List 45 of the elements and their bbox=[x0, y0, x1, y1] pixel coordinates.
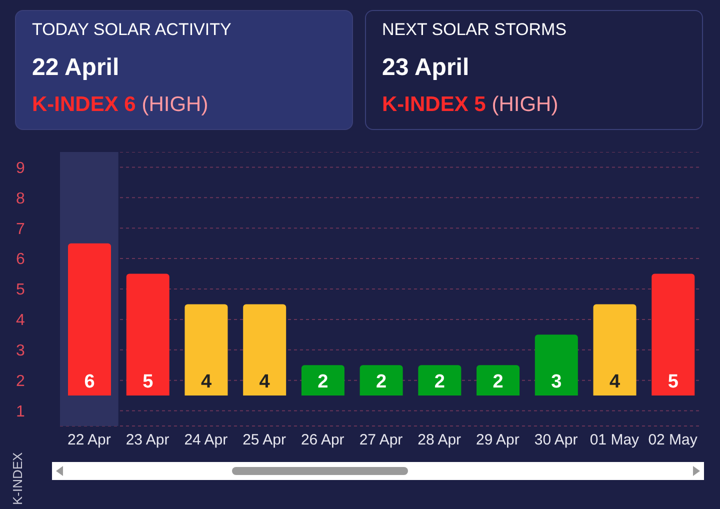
data-label: 4 bbox=[609, 372, 620, 393]
data-label: 5 bbox=[142, 372, 154, 393]
x-tick-label: 27 Apr bbox=[359, 432, 403, 449]
x-tick-label: 01 May bbox=[590, 432, 640, 449]
x-tick-label: 22 Apr bbox=[67, 432, 111, 449]
data-label: 2 bbox=[434, 372, 445, 393]
bar bbox=[652, 274, 695, 396]
y-tick-label: 9 bbox=[16, 160, 25, 177]
x-tick-label: 29 Apr bbox=[476, 432, 520, 449]
data-label: 4 bbox=[259, 372, 270, 393]
data-label: 5 bbox=[668, 372, 679, 393]
y-tick-label: 3 bbox=[16, 342, 25, 360]
bar bbox=[593, 304, 636, 396]
info-card: NEXT SOLAR STORMS 23 April K-INDEX 5 (HIGH) bbox=[365, 10, 703, 130]
data-label: 3 bbox=[551, 372, 562, 393]
bar bbox=[301, 365, 344, 396]
y-tick-label: 4 bbox=[16, 312, 25, 330]
bar bbox=[126, 274, 170, 396]
x-tick-label: 24 Apr bbox=[184, 432, 228, 449]
info-card: TODAY SOLAR ACTIVITY 22 April K-INDEX 6 (HIGH) bbox=[15, 10, 353, 130]
x-tick-label: 30 Apr bbox=[534, 432, 578, 449]
bar bbox=[534, 334, 578, 396]
x-tick-label: 25 Apr bbox=[242, 432, 286, 449]
bar bbox=[476, 365, 520, 396]
bar bbox=[68, 243, 111, 396]
y-axis-title: K-INDEX bbox=[10, 452, 25, 505]
bar bbox=[418, 365, 462, 396]
bar bbox=[184, 304, 228, 396]
x-tick-label: 23 Apr bbox=[126, 432, 170, 449]
y-tick-label: 6 bbox=[16, 251, 25, 268]
y-tick-label: 1 bbox=[16, 403, 25, 420]
x-tick-label: 26 Apr bbox=[300, 432, 344, 449]
data-label: 2 bbox=[318, 372, 328, 393]
data-label: 6 bbox=[84, 372, 95, 393]
y-tick-label: 8 bbox=[16, 190, 25, 208]
x-tick-label: 28 Apr bbox=[418, 432, 462, 449]
y-tick-label: 5 bbox=[16, 282, 25, 299]
data-label: 2 bbox=[376, 372, 387, 393]
y-tick-label: 7 bbox=[16, 220, 25, 238]
x-tick-label: 02 May bbox=[648, 432, 698, 449]
bar bbox=[360, 365, 403, 396]
data-label: 4 bbox=[200, 372, 212, 393]
data-label: 2 bbox=[492, 372, 504, 393]
y-tick-label: 2 bbox=[16, 373, 25, 390]
bar bbox=[243, 304, 286, 396]
